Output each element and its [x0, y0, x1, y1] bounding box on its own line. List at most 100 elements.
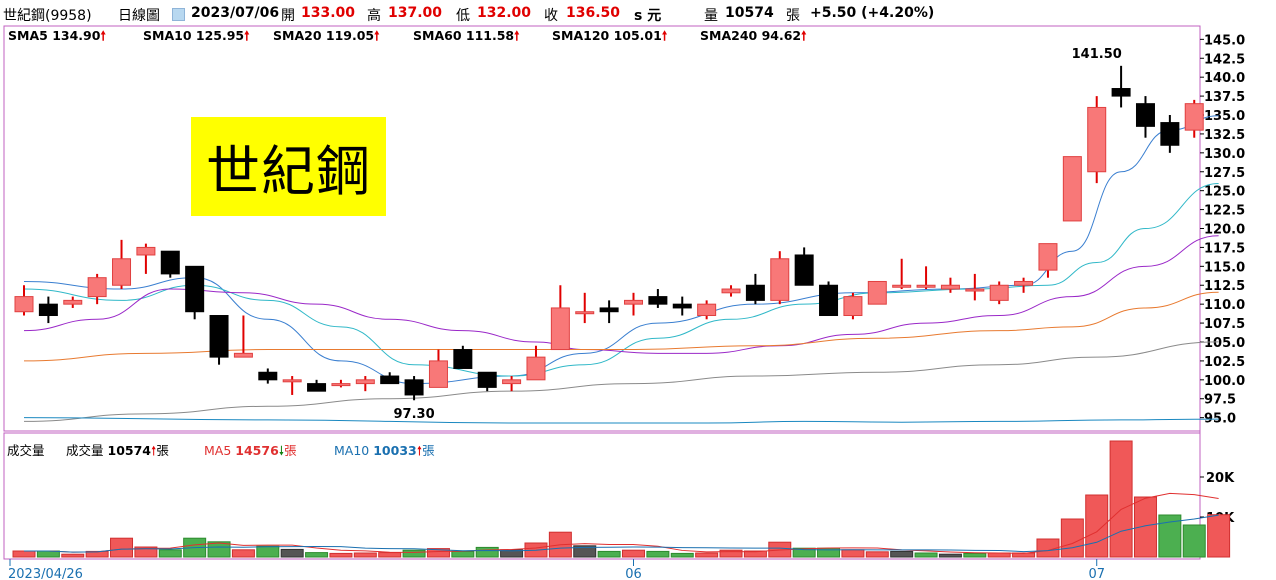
price-tick-label: 132.5: [1204, 128, 1245, 143]
candle-body: [819, 284, 839, 317]
volume-ma-lines: [24, 492, 1219, 554]
volume-bar: [914, 552, 938, 558]
volume-bar: [963, 552, 987, 558]
ma5-legend: MA5 14576🠗張: [204, 440, 297, 463]
ma5-value: 14576: [235, 443, 279, 458]
candle: [87, 273, 107, 305]
open-label: 開: [281, 8, 295, 24]
volume-value: 10574: [725, 5, 774, 21]
sma5-value: 134.90: [52, 28, 101, 43]
candle: [989, 281, 1009, 305]
candle-body: [1087, 106, 1107, 173]
sma120-value: 105.01: [613, 28, 662, 43]
volume-bar: [378, 552, 402, 558]
volume-bar: [622, 549, 645, 558]
candle: [404, 376, 424, 401]
price-tick-label: 102.5: [1204, 355, 1245, 370]
sma240-value: 94.62: [761, 28, 802, 43]
sma-line-sma240: [23, 417, 1219, 424]
ma10-unit: 張: [422, 443, 435, 458]
volume-bar: [938, 553, 962, 558]
volume-bar: [451, 550, 475, 558]
price-tick-label: 107.5: [1204, 317, 1245, 332]
stock-name-box: 世紀鋼: [191, 117, 386, 216]
volume-bar: [719, 549, 743, 558]
sma5-label: SMA5: [8, 28, 48, 43]
candle: [233, 315, 253, 358]
candles: [14, 65, 1204, 401]
price-tick-label: 127.5: [1204, 166, 1245, 181]
volume-bar: [329, 552, 353, 558]
candle-body: [185, 265, 205, 313]
volume-bar: [890, 550, 914, 558]
candle-body: [575, 311, 595, 315]
candle: [428, 349, 448, 388]
volume-bar: [1207, 514, 1231, 558]
sma120-legend: SMA120 105.01🠕: [552, 27, 667, 48]
volume-bar: [1182, 524, 1206, 558]
price-tick-label: 112.5: [1204, 279, 1245, 294]
arrow-up-icon: 🠕: [100, 28, 106, 43]
candle-body: [648, 296, 668, 305]
candle: [1184, 99, 1204, 138]
volume-ma10-line: [24, 514, 1219, 553]
candle: [526, 345, 546, 381]
chart-type: 日線圖: [118, 8, 160, 24]
candle-body: [1014, 280, 1034, 286]
candle: [843, 292, 863, 320]
candle-body: [112, 258, 132, 286]
candle-body: [1062, 156, 1082, 222]
candle-body: [331, 383, 351, 387]
candle: [160, 250, 180, 278]
volume-bar: [792, 547, 816, 558]
sma120-label: SMA120: [552, 28, 610, 43]
sma10-label: SMA10: [143, 28, 192, 43]
sma20-legend: SMA20 119.05🠕: [273, 27, 380, 48]
candle-body: [428, 360, 448, 388]
candle: [867, 280, 887, 305]
sma-line-sma20: [23, 235, 1219, 354]
volume-bar: [1085, 494, 1109, 558]
sma20-label: SMA20: [273, 28, 322, 43]
candle: [380, 372, 400, 385]
candle: [209, 315, 229, 365]
volume-bar: [256, 545, 280, 558]
candle: [672, 296, 692, 316]
open-value: 133.00: [301, 5, 356, 21]
candle: [721, 285, 741, 297]
candle: [1087, 96, 1107, 184]
volume-bar: [475, 546, 499, 558]
candle-body: [307, 383, 327, 392]
high-label: 高: [367, 8, 381, 24]
calendar-icon[interactable]: [172, 8, 185, 21]
header-bar: 世紀鋼(9958) 日線圖 2023/07/06 開 133.00 高 137.…: [0, 0, 1276, 26]
price-axis-ticks: 145.0 142.5 140.0 137.5 135.0 132.5 130.0 127.5…: [1200, 33, 1245, 427]
price-tick-label: 142.5: [1204, 52, 1245, 67]
candle-body: [745, 284, 765, 301]
x-axis-label: 07: [1088, 567, 1105, 580]
candle: [38, 296, 58, 324]
sma10-value: 125.95: [195, 28, 245, 43]
sma60-legend: SMA60 111.58🠕: [413, 27, 520, 48]
arrow-up-icon: 🠕: [151, 443, 157, 458]
arrow-up-icon: 🠕: [374, 28, 380, 43]
price-tick-label: 120.0: [1204, 223, 1245, 238]
volume-bar: [110, 537, 134, 558]
candle-body: [258, 371, 278, 381]
price-tick-label: 135.0: [1204, 109, 1245, 124]
candle-body: [160, 250, 180, 275]
candle: [307, 379, 327, 392]
candle: [185, 265, 205, 320]
candle: [794, 247, 814, 286]
annotations: 141.50 97.30: [394, 47, 1122, 422]
price-tick-label: 125.0: [1204, 185, 1245, 200]
candle-body: [1111, 88, 1131, 97]
volume-bar: [231, 549, 255, 558]
candle: [1038, 243, 1058, 278]
volume-bar: [1109, 440, 1133, 558]
volume-bar: [695, 552, 719, 558]
price-tick-label: 110.0: [1204, 298, 1245, 313]
candle-body: [526, 356, 546, 381]
candle: [575, 292, 595, 324]
price-tick-label: 105.0: [1204, 336, 1245, 351]
